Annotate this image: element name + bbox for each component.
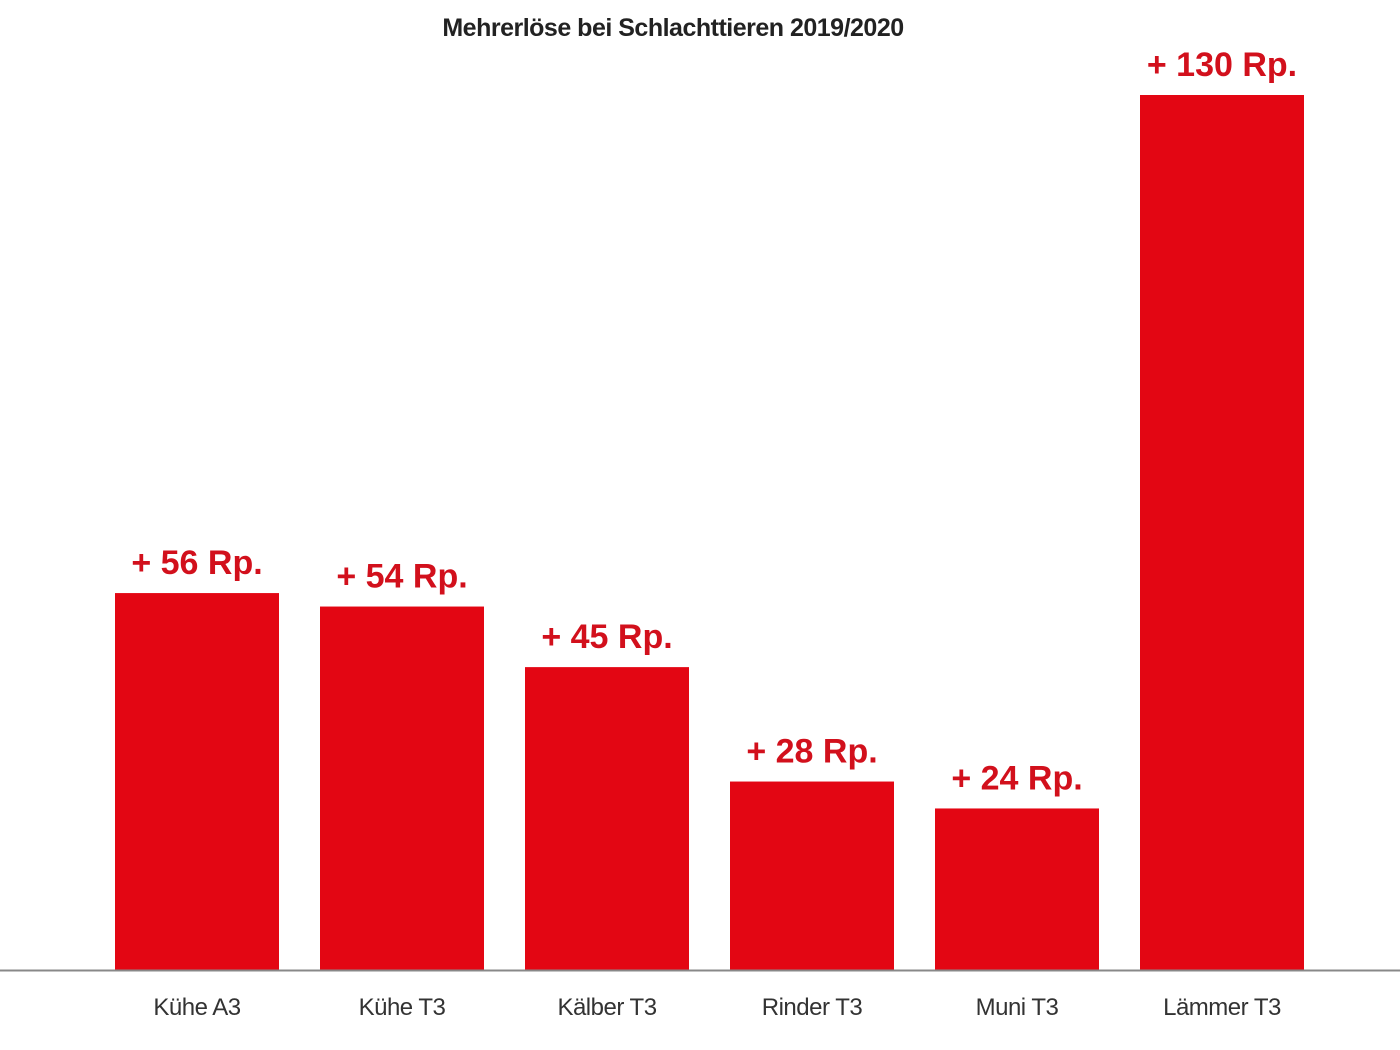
data-label: + 54 Rp.	[336, 558, 467, 596]
bar	[320, 606, 484, 970]
bar	[730, 781, 894, 970]
data-label: + 56 Rp.	[131, 544, 262, 582]
bar	[1140, 95, 1304, 970]
bar	[115, 593, 279, 970]
x-tick-label: Kühe T3	[359, 994, 446, 1021]
x-tick-label: Lämmer T3	[1163, 994, 1281, 1021]
chart-title: Mehrerlöse bei Schlachttieren 2019/2020	[442, 14, 904, 42]
x-tick-label: Kühe A3	[153, 994, 240, 1021]
data-label: + 130 Rp.	[1147, 46, 1297, 84]
x-tick-label: Muni T3	[976, 994, 1059, 1021]
bar	[525, 667, 689, 970]
data-label: + 24 Rp.	[951, 759, 1082, 797]
data-label: + 45 Rp.	[541, 618, 672, 656]
x-tick-label: Kälber T3	[557, 994, 656, 1021]
data-label: + 28 Rp.	[746, 733, 877, 771]
x-tick-label: Rinder T3	[762, 994, 863, 1021]
bar	[935, 808, 1099, 970]
